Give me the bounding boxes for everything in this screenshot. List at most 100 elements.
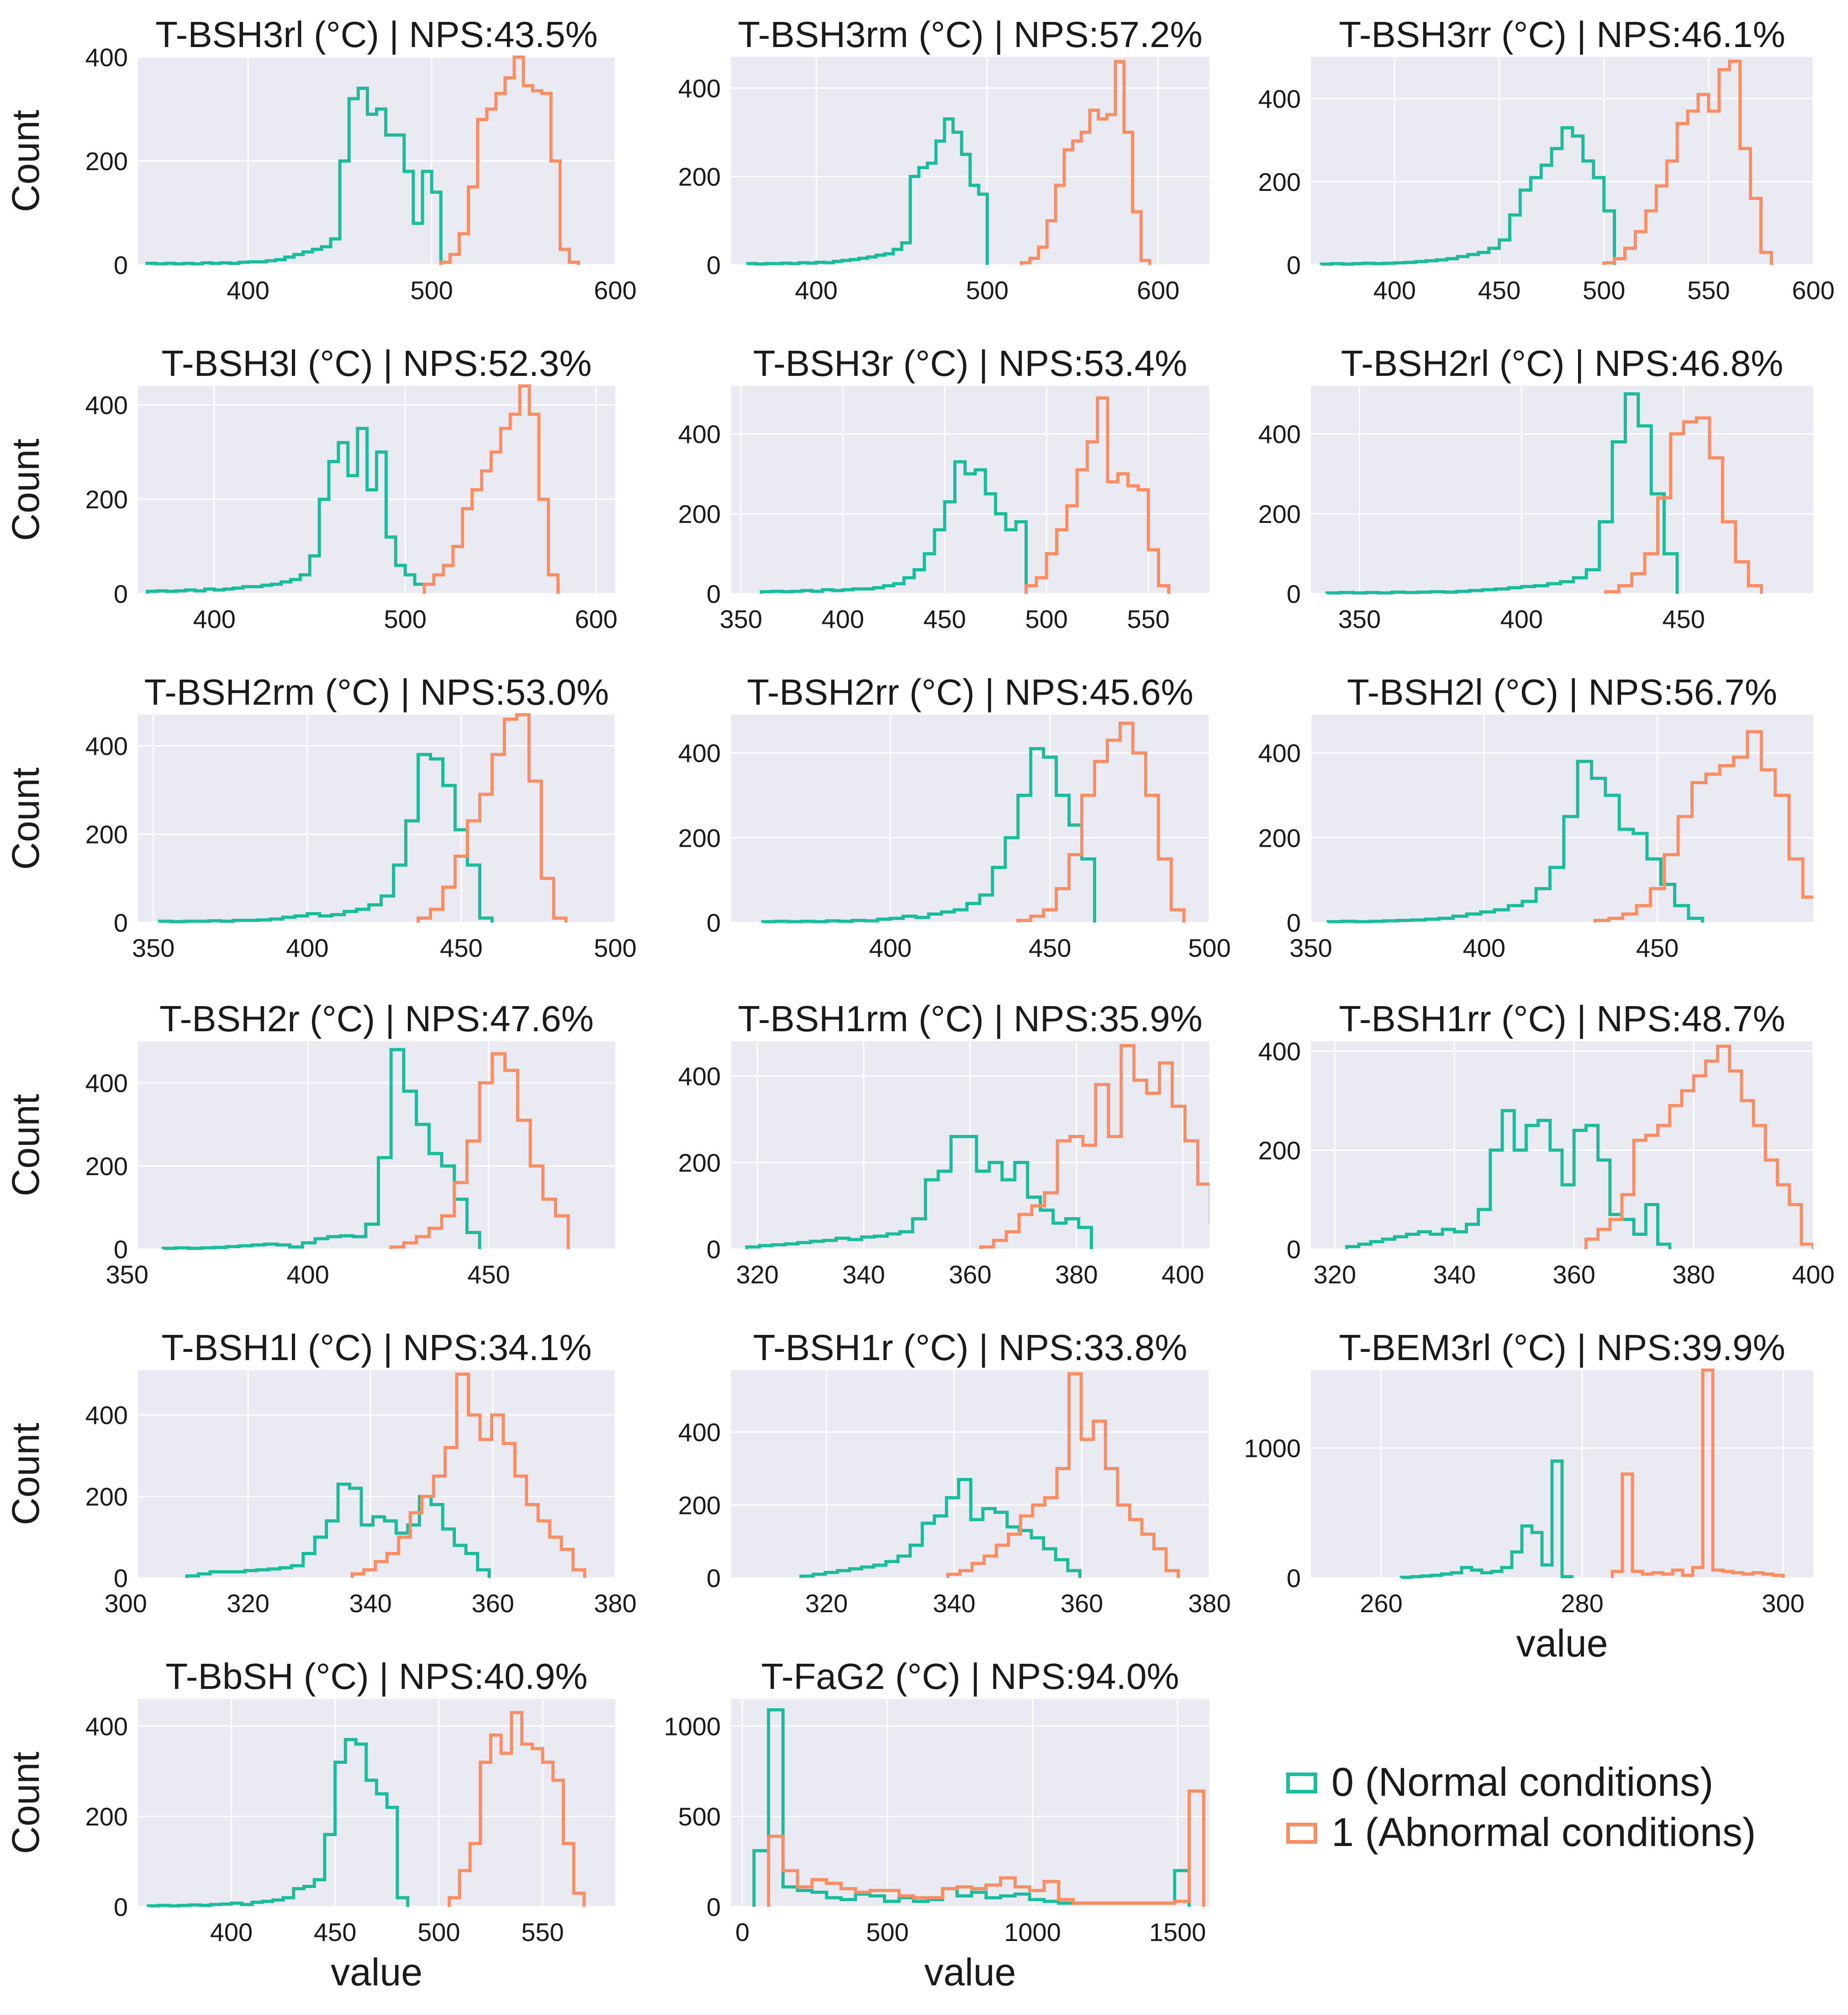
histogram-series-normal: [745, 1135, 1093, 1249]
x-tick-label: 380: [1055, 1260, 1098, 1289]
chart-title: T-BSH3rl (°C) | NPS:43.5%: [155, 14, 598, 55]
histogram-series-normal: [799, 1478, 1082, 1578]
x-tick-label: 400: [227, 276, 269, 305]
histogram-series-abnormal: [1584, 1044, 1813, 1249]
histogram-series-normal: [161, 1048, 481, 1250]
y-tick-label: 0: [1287, 580, 1301, 608]
x-tick-label: 1500: [1149, 1918, 1206, 1946]
x-tick-label: 350: [1289, 934, 1332, 962]
y-axis-label: Count: [4, 1751, 47, 1854]
histogram-series-abnormal: [389, 1052, 570, 1249]
x-tick-label: 1000: [1004, 1918, 1061, 1946]
y-tick-label: 400: [1258, 420, 1301, 448]
histogram-series-abnormal: [350, 1372, 586, 1578]
y-tick-label: 200: [85, 1482, 128, 1511]
histogram-panel: 320 340 360 380 400 0 200 400 T-BSH1rm (°C) | NP…: [678, 998, 1209, 1289]
chart-title: T-BSH1r (°C) | NPS:33.8%: [753, 1327, 1188, 1368]
x-tick-label: 360: [1552, 1260, 1595, 1289]
x-tick-label: 300: [104, 1589, 147, 1618]
legend-swatch-normal: [1286, 1772, 1317, 1793]
y-tick-label: 400: [678, 420, 721, 448]
x-tick-label: 260: [1360, 1589, 1402, 1618]
histogram-series-abnormal: [439, 55, 581, 265]
y-tick-label: 0: [114, 1893, 128, 1921]
histogram-series-abnormal: [1024, 396, 1171, 594]
histogram-panel: 0 500 1000 1500 0 500 1000 T-FaG2 (°C) | NPS:94…: [664, 1656, 1209, 1994]
histogram-series-normal: [146, 427, 426, 594]
x-tick-label: 380: [594, 1589, 636, 1618]
x-tick-label: 360: [1061, 1589, 1103, 1618]
chart-title: T-FaG2 (°C) | NPS:94.0%: [761, 1656, 1179, 1697]
chart-title: T-BSH2rm (°C) | NPS:53.0%: [144, 672, 609, 712]
y-axis-label: Count: [4, 1423, 47, 1525]
y-tick-label: 0: [707, 251, 721, 280]
x-tick-label: 400: [1792, 1260, 1834, 1289]
x-tick-label: 450: [314, 1918, 356, 1946]
x-tick-label: 450: [440, 934, 482, 962]
histogram-panel: 320 340 360 380 0 200 400 T-BSH1r (°C) | NPS:33…: [678, 1327, 1231, 1618]
x-tick-label: 600: [594, 276, 636, 305]
x-tick-label: 360: [949, 1260, 991, 1289]
x-tick-label: 500: [410, 276, 453, 305]
legend: 0 (Normal conditions) 1 (Abnormal condit…: [1286, 1759, 1756, 1855]
histogram-series-abnormal: [448, 1711, 586, 1907]
chart-title: T-BSH2r (°C) | NPS:47.6%: [159, 998, 594, 1039]
histogram-panel: 350 400 450 500 0 200 400 T-BSH2rm (°C) | NPS:5…: [4, 672, 637, 962]
histogram-panel: 300 320 340 360 380 0 200 400 T-BSH1l (°C) | NPS…: [4, 1327, 637, 1618]
chart-title: T-BSH3rm (°C) | NPS:57.2%: [738, 14, 1202, 55]
histogram-panel: 350 400 450 500 550 0 200 400 T-BSH3r (°C) | NPS…: [678, 343, 1209, 633]
histogram-panel: 400 500 600 0 200 400 T-BSH3rm (°C) | NPS:57.2…: [678, 14, 1209, 305]
x-tick-label: 500: [966, 276, 1008, 305]
chart-title: T-BSH1rr (°C) | NPS:48.7%: [1339, 998, 1785, 1039]
y-tick-label: 400: [85, 1712, 128, 1741]
histogram-series-abnormal: [979, 1044, 1209, 1249]
y-axis-label: Count: [4, 1094, 47, 1196]
x-tick-label: 320: [1314, 1260, 1356, 1289]
x-tick-label: 400: [795, 276, 837, 305]
x-tick-label: 450: [924, 605, 966, 633]
histogram-series-normal: [145, 86, 443, 266]
histogram-panel: 400 450 500 0 200 400 T-BSH2rr (°C) | NPS:45.6…: [678, 672, 1231, 962]
x-tick-label: 600: [575, 605, 617, 633]
y-tick-label: 0: [707, 1235, 721, 1264]
x-tick-label: 300: [1762, 1589, 1804, 1618]
y-tick-label: 200: [678, 823, 721, 852]
plot-area: [138, 1699, 615, 1907]
x-tick-label: 500: [384, 605, 426, 633]
y-tick-label: 400: [678, 74, 721, 103]
plot-area: [731, 715, 1209, 923]
x-tick-label: 450: [1478, 276, 1521, 305]
x-tick-label: 360: [471, 1589, 514, 1618]
x-tick-label: 500: [594, 934, 636, 962]
histogram-series-normal: [761, 747, 1096, 923]
x-tick-label: 280: [1561, 1589, 1603, 1618]
y-tick-label: 500: [678, 1802, 721, 1831]
plot-area: [1311, 715, 1813, 923]
x-tick-label: 550: [1687, 276, 1730, 305]
y-tick-label: 200: [1258, 1136, 1301, 1165]
histogram-series-abnormal: [1602, 59, 1773, 265]
legend-label-normal: 0 (Normal conditions): [1331, 1759, 1713, 1804]
histogram-series-normal: [158, 753, 494, 923]
x-tick-label: 500: [417, 1918, 460, 1946]
x-tick-label: 340: [933, 1589, 975, 1618]
histogram-series-normal: [1326, 760, 1704, 923]
x-tick-label: 400: [286, 1260, 329, 1289]
y-tick-label: 0: [1287, 908, 1301, 937]
x-tick-label: 500: [866, 1918, 908, 1946]
histogram-series-abnormal: [1604, 416, 1763, 594]
y-tick-label: 200: [85, 147, 128, 176]
histogram-panel: 400 500 600 0 200 400 T-BSH3rl (°C) | NPS:43.5…: [4, 14, 637, 305]
y-tick-label: 0: [707, 908, 721, 937]
histogram-series-abnormal: [1016, 722, 1186, 923]
x-tick-label: 340: [1433, 1260, 1476, 1289]
y-tick-label: 0: [1287, 251, 1301, 280]
y-tick-label: 200: [85, 1152, 128, 1181]
x-tick-label: 550: [521, 1918, 564, 1946]
x-tick-label: 450: [1662, 605, 1705, 633]
x-tick-label: 350: [1338, 605, 1381, 633]
histogram-panel: 350 400 450 0 200 400 T-BSH2r (°C) | NPS:47.6%…: [4, 998, 615, 1289]
histogram-panel: 400 450 500 550 0 200 400 T-BbSH (°C) | NPS:40.…: [4, 1656, 615, 1994]
plot-area: [731, 1370, 1209, 1578]
histogram-panel: 400 450 500 550 600 0 200 400 T-BSH3rr (°C) | NP…: [1258, 14, 1835, 305]
